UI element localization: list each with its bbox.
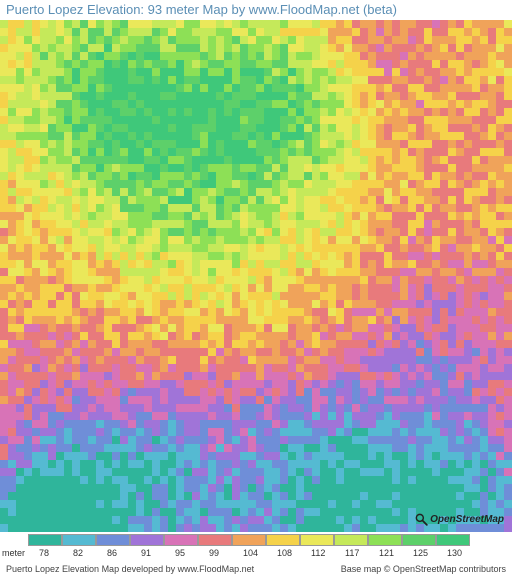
legend-value: 108 — [277, 548, 292, 558]
legend-swatch — [232, 534, 266, 546]
legend-swatch — [96, 534, 130, 546]
legend-value: 86 — [107, 548, 117, 558]
legend-value: 117 — [345, 548, 359, 558]
legend-value: 121 — [379, 548, 394, 558]
footer: meter 788286919599104108112117121125130 … — [0, 532, 512, 582]
legend-value: 91 — [141, 548, 151, 558]
legend-swatch — [334, 534, 368, 546]
legend-value: 125 — [413, 548, 428, 558]
legend-swatch — [300, 534, 334, 546]
magnifier-icon — [414, 512, 428, 526]
osm-label: OpenStreetMap — [430, 514, 504, 525]
legend-value: 95 — [175, 548, 185, 558]
legend-value: 99 — [209, 548, 219, 558]
legend-unit: meter — [2, 548, 25, 558]
credit-left: Puerto Lopez Elevation Map developed by … — [6, 564, 254, 574]
legend-value: 112 — [311, 548, 325, 558]
legend-value: 82 — [73, 548, 83, 558]
osm-attribution: OpenStreetMap — [414, 512, 504, 526]
elevation-heatmap: OpenStreetMap — [0, 20, 512, 532]
legend-labels: meter 78 82 86 91 95 99 104 108 112 117 121 125 130 — [0, 548, 512, 562]
legend-swatch — [368, 534, 402, 546]
credit-row: Puerto Lopez Elevation Map developed by … — [0, 562, 512, 574]
legend-swatch — [62, 534, 96, 546]
legend-value: 130 — [447, 548, 462, 558]
legend-swatch — [28, 534, 62, 546]
credit-right: Base map © OpenStreetMap contributors — [341, 564, 506, 574]
legend-swatch — [130, 534, 164, 546]
legend-swatch — [402, 534, 436, 546]
heatmap-grid — [0, 20, 512, 532]
legend-swatch — [266, 534, 300, 546]
legend-swatch — [164, 534, 198, 546]
legend-swatches — [0, 532, 512, 548]
legend-value: 104 — [243, 548, 258, 558]
page-title: Puerto Lopez Elevation: 93 meter Map by … — [0, 0, 512, 20]
legend-swatch — [436, 534, 470, 546]
legend-value: 78 — [39, 548, 49, 558]
legend-swatch — [198, 534, 232, 546]
